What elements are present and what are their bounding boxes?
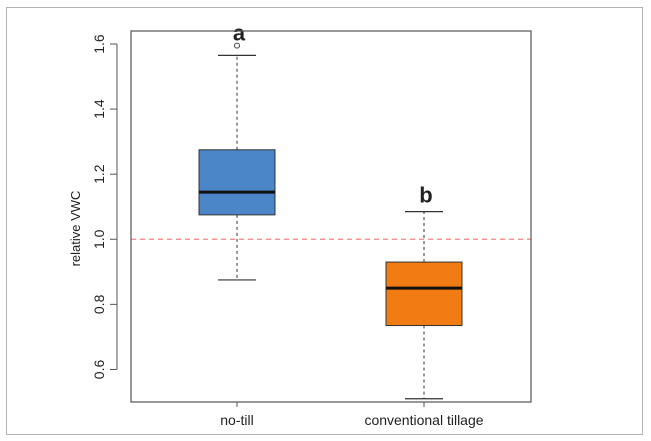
outlier-0-0 xyxy=(234,42,240,49)
box-group-1: b conventional tillage xyxy=(364,183,483,428)
plot-area-border xyxy=(130,30,532,403)
y-tick-label-4: 1.4 xyxy=(91,99,107,119)
y-tick-label-5: 1.6 xyxy=(91,34,107,54)
x-tick-label-0: no-till xyxy=(220,412,253,428)
x-tick-label-1: conventional tillage xyxy=(364,412,483,428)
box-group-0: a no-till xyxy=(198,21,276,428)
y-tick-label-0: 0.6 xyxy=(91,360,107,380)
y-tick-label-2: 1.0 xyxy=(91,229,107,249)
iqr-box-0 xyxy=(198,149,276,216)
significance-letter-1: b xyxy=(419,183,432,208)
y-tick-label-3: 1.2 xyxy=(91,164,107,184)
iqr-box-1 xyxy=(385,261,463,327)
significance-letter-0: a xyxy=(233,21,246,46)
y-axis-title: relative VWC xyxy=(68,191,83,267)
y-tick-label-1: 0.8 xyxy=(91,294,107,314)
figure-frame xyxy=(6,7,643,435)
